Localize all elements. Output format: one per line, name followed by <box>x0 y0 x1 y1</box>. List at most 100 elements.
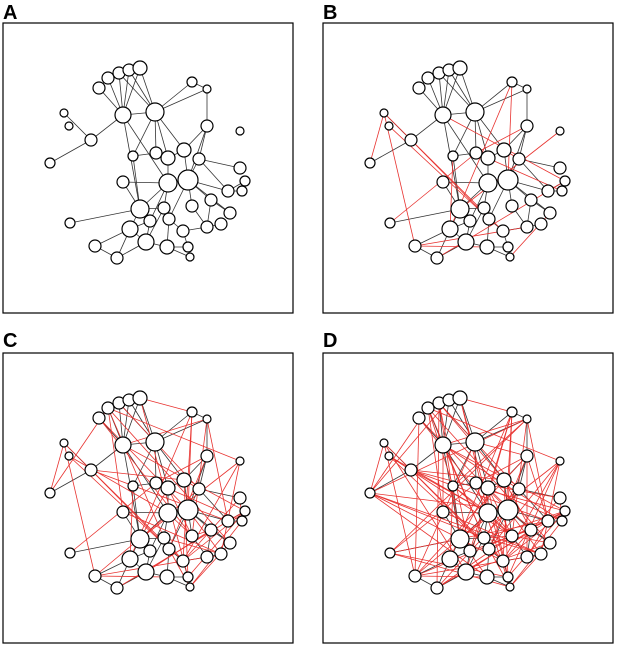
network-node <box>441 550 459 568</box>
network-edge <box>122 114 169 184</box>
added-edge <box>139 397 193 413</box>
added-edge <box>507 81 513 181</box>
network-panel-c <box>2 352 294 644</box>
network-node <box>44 157 56 169</box>
network-node <box>384 217 396 229</box>
network-node <box>430 251 444 265</box>
network-node <box>236 515 248 527</box>
network-node <box>477 531 491 545</box>
network-node <box>88 239 102 253</box>
network-node <box>145 102 165 122</box>
added-edge <box>182 460 241 562</box>
network-node <box>556 515 568 527</box>
network-node <box>555 126 565 136</box>
added-edge <box>206 418 229 522</box>
panel-label-d: D <box>323 330 338 352</box>
network-node <box>101 401 115 415</box>
network-node <box>160 480 176 496</box>
network-node <box>478 173 498 193</box>
network-node <box>434 106 452 124</box>
network-node <box>223 536 237 550</box>
network-node <box>452 60 468 76</box>
network-node <box>110 581 124 595</box>
network-node <box>64 217 76 229</box>
network-node <box>497 499 519 521</box>
network-panel-d <box>322 352 614 644</box>
network-node <box>157 201 171 215</box>
network-node <box>384 451 394 461</box>
added-edge <box>503 479 532 531</box>
panel-label-b: B <box>323 2 338 24</box>
network-node <box>176 224 190 238</box>
network-edge <box>518 488 549 522</box>
network-node <box>185 582 195 592</box>
network-node <box>162 212 176 226</box>
network-edge <box>49 469 92 494</box>
added-edge <box>449 155 454 230</box>
network-node <box>200 119 214 133</box>
network-edge <box>69 208 141 224</box>
added-edge <box>427 407 444 513</box>
network-node <box>185 252 195 262</box>
network-node <box>92 81 106 95</box>
added-edge <box>369 492 542 555</box>
network-node <box>221 184 235 198</box>
added-edge <box>182 510 246 562</box>
network-edge <box>198 488 241 499</box>
network-node <box>421 71 435 85</box>
added-edge <box>68 455 169 514</box>
network-node <box>176 554 190 568</box>
network-node <box>496 472 512 488</box>
network-node <box>379 438 389 448</box>
network-panel-a <box>2 22 294 314</box>
network-node <box>177 499 199 521</box>
network-node <box>132 60 148 76</box>
added-edge <box>369 418 528 494</box>
added-edge <box>369 492 488 578</box>
network-node <box>130 199 150 219</box>
added-edge <box>90 469 185 481</box>
network-node <box>92 411 106 425</box>
network-node <box>137 233 155 251</box>
added-edge <box>507 460 561 578</box>
network-node <box>145 432 165 452</box>
network-node <box>64 547 76 559</box>
network-node <box>186 76 198 88</box>
network-node <box>506 406 518 418</box>
network-node <box>463 544 477 558</box>
added-edge <box>369 442 385 494</box>
network-node <box>59 438 69 448</box>
network-node <box>421 401 435 415</box>
added-edge <box>475 455 528 484</box>
added-edge <box>507 510 566 578</box>
network-node <box>502 241 514 253</box>
network-node <box>200 449 214 463</box>
panel-frame <box>2 22 294 314</box>
network-node <box>434 436 452 454</box>
added-edge <box>98 417 189 511</box>
network-node <box>121 220 139 238</box>
network-edge <box>442 114 461 210</box>
network-node <box>182 571 194 583</box>
network-node <box>127 480 139 492</box>
network-node <box>64 121 74 131</box>
added-edge <box>220 460 241 555</box>
added-edge <box>414 417 420 577</box>
added-edge <box>502 510 566 562</box>
added-edge <box>414 245 488 248</box>
network-node <box>127 150 139 162</box>
network-node <box>116 175 130 189</box>
network-node <box>450 529 470 549</box>
network-node <box>185 199 199 213</box>
added-edge <box>427 407 551 544</box>
network-node <box>477 201 491 215</box>
network-node <box>482 212 496 226</box>
network-node <box>149 146 163 160</box>
network-node <box>132 390 148 406</box>
network-node <box>384 547 396 559</box>
network-edge <box>198 488 229 522</box>
network-node <box>176 142 192 158</box>
network-node <box>185 529 199 543</box>
network-node <box>408 239 422 253</box>
